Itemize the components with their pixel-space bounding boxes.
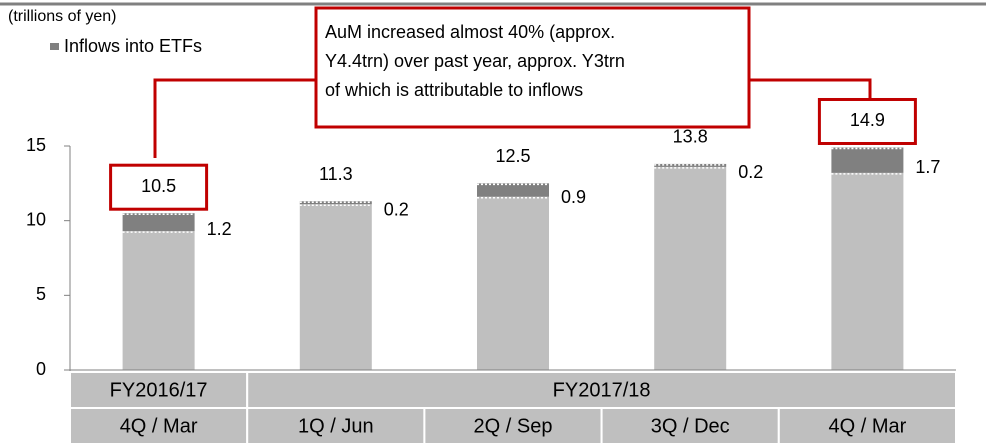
total-label: 12.5 (495, 146, 530, 166)
y-tick-label: 0 (36, 359, 46, 379)
bar-segment (477, 183, 549, 197)
total-label: 11.3 (319, 164, 353, 184)
bar-segment (122, 231, 195, 370)
group-cell (246, 371, 957, 409)
bar-segment (831, 147, 904, 173)
group-label: FY2017/18 (553, 379, 651, 401)
bar-segment (477, 196, 549, 370)
annotation-line: AuM increased almost 40% (approx. (325, 22, 615, 42)
highlight-box (109, 163, 209, 211)
y-axis-label: (trillions of yen) (8, 8, 116, 25)
inflow-label: 0.2 (384, 199, 409, 219)
total-label: 14.9 (850, 110, 885, 130)
y-tick-label: 15 (26, 135, 46, 155)
y-tick-label: 5 (36, 284, 46, 304)
bar-segment (299, 204, 372, 370)
bar-segment (122, 213, 195, 232)
inflow-label: 0.9 (561, 187, 586, 207)
total-label: 10.5 (141, 176, 176, 196)
bar-segment (654, 166, 727, 370)
category-cell (423, 407, 603, 444)
legend-swatch (50, 43, 59, 50)
highlight-box (817, 97, 917, 145)
category-cell (246, 407, 426, 444)
inflow-label: 1.7 (915, 157, 940, 177)
group-cell (69, 371, 249, 409)
inflow-label: 0.2 (738, 162, 763, 182)
total-label: 13.8 (673, 127, 708, 147)
category-cell (777, 407, 957, 444)
annotation-line: Y4.4trn) over past year, approx. Y3trn (325, 51, 625, 71)
x-tick-label: 4Q / Mar (120, 415, 198, 437)
bar-segment (831, 172, 904, 370)
annotation-box (314, 6, 751, 129)
inflow-label: 1.2 (207, 219, 232, 239)
y-tick-label: 10 (26, 209, 46, 229)
annotation-line: of which is attributable to inflows (325, 80, 583, 100)
x-tick-label: 4Q / Mar (829, 415, 907, 437)
connector (153, 78, 316, 158)
x-tick-label: 1Q / Jun (298, 415, 374, 437)
x-tick-label: 2Q / Sep (474, 415, 553, 437)
group-label: FY2016/17 (110, 379, 208, 401)
legend-label: Inflows into ETFs (64, 36, 202, 56)
x-tick-label: 3Q / Dec (651, 415, 730, 437)
